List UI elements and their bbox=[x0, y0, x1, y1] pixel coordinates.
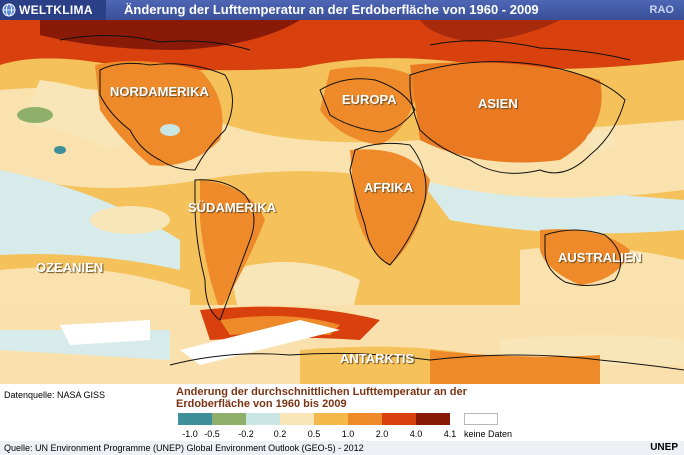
legend-swatch bbox=[382, 413, 416, 425]
label-north-america: NORDAMERIKA bbox=[110, 84, 209, 99]
legend-tick-label: 4.0 bbox=[409, 429, 423, 439]
legend-title: Anderung der durchschnittlichen Lufttemp… bbox=[176, 386, 467, 410]
legend-tick-label: 0.2 bbox=[273, 429, 287, 439]
legend-swatch bbox=[280, 413, 314, 425]
legend-swatch bbox=[348, 413, 382, 425]
legend-tick-label: -0.2 bbox=[238, 429, 254, 439]
agency-logo: RAO bbox=[649, 4, 674, 16]
footer-bar bbox=[0, 441, 684, 455]
legend-tick-label: 2.0 bbox=[375, 429, 389, 439]
label-asia: ASIEN bbox=[478, 96, 518, 111]
legend-swatch bbox=[246, 413, 280, 425]
legend-swatch bbox=[178, 413, 212, 425]
legend-swatch bbox=[314, 413, 348, 425]
legend-tick-label: 4.1 bbox=[443, 429, 457, 439]
brand-name: WELTKLIMA bbox=[19, 3, 93, 17]
legend-tick-label: 0.5 bbox=[307, 429, 321, 439]
label-europe: EUROPA bbox=[342, 92, 397, 107]
no-data-label: keine Daten bbox=[464, 429, 513, 439]
legend-tick-label: 1.0 bbox=[341, 429, 355, 439]
legend-no-data-swatch bbox=[464, 413, 498, 425]
brand: WELTKLIMA bbox=[0, 0, 106, 20]
legend-tick-label: -1.0 bbox=[182, 429, 198, 439]
map-graphic bbox=[0, 20, 684, 384]
legend-tick-label: -0.5 bbox=[204, 429, 220, 439]
label-australia: AUSTRALIEN bbox=[558, 250, 642, 265]
temperature-change-map: NORDAMERIKA EUROPA ASIEN AFRIKA SÜDAMERI… bbox=[0, 20, 684, 384]
source-credit: Quelle: UN Environment Programme (UNEP) … bbox=[4, 443, 364, 453]
label-antarctica: ANTARKTIS bbox=[340, 351, 415, 366]
legend-swatch bbox=[212, 413, 246, 425]
legend-swatch bbox=[416, 413, 450, 425]
title-bar: WELTKLIMA Änderung der Lufttemperatur an… bbox=[0, 0, 684, 20]
label-south-america: SÜDAMERIKA bbox=[188, 200, 277, 215]
data-source: Datenquelle: NASA GISS bbox=[4, 390, 106, 400]
publisher-logo: UNEP bbox=[650, 442, 678, 453]
label-africa: AFRIKA bbox=[364, 180, 414, 195]
globe-icon bbox=[2, 3, 16, 17]
color-legend bbox=[178, 413, 478, 425]
label-oceania: OZEANIEN bbox=[36, 260, 104, 275]
legend-ticks: -1.0 -0.5 -0.2 0.2 0.5 1.0 2.0 4.0 4.1 bbox=[178, 429, 478, 441]
page-title: Änderung der Lufttemperatur an der Erdob… bbox=[124, 2, 539, 17]
